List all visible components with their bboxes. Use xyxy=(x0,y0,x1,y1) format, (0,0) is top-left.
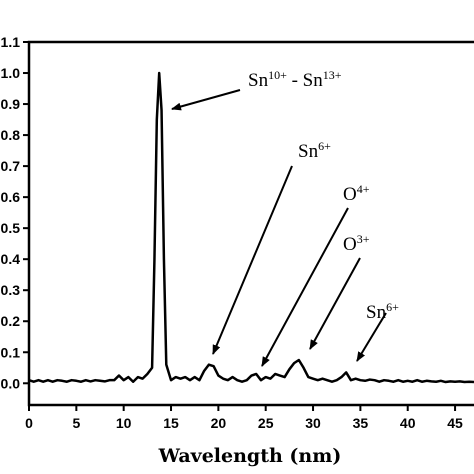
data-line xyxy=(28,71,474,384)
annotation-text: Sn xyxy=(248,70,269,91)
y-tick-label: 0.7 xyxy=(1,158,21,174)
annotation-text: Sn xyxy=(366,302,387,323)
x-tick-label: 10 xyxy=(116,415,132,431)
x-tick-label: 5 xyxy=(72,415,80,431)
annotation: O4+ xyxy=(343,182,370,205)
annotation-text: Sn xyxy=(298,141,319,162)
x-tick-label: 0 xyxy=(25,415,33,431)
annotation: Sn6+ xyxy=(366,300,399,323)
x-tick-label: 35 xyxy=(353,415,369,431)
x-axis-title: Wavelength (nm) xyxy=(158,445,342,467)
annotation-text: O xyxy=(343,234,357,255)
y-tick-label: 0.2 xyxy=(1,313,21,329)
annotation: Sn10+ - Sn13+ xyxy=(248,68,342,91)
y-tick-label: 0.8 xyxy=(1,127,21,143)
annotation: Sn6+ xyxy=(298,139,331,162)
y-tick-label: 1.1 xyxy=(1,34,21,50)
y-tick-label: 1.0 xyxy=(1,65,21,81)
x-tick-label: 20 xyxy=(211,415,227,431)
annotation-sup: 3+ xyxy=(357,232,370,246)
y-tick-label: 0.3 xyxy=(1,282,21,298)
annotation-sup: 10+ xyxy=(268,68,287,82)
annotation-text: - Sn xyxy=(287,70,323,91)
annotation: O3+ xyxy=(343,232,370,255)
plot-frame xyxy=(27,40,474,407)
annotation-sup: 6+ xyxy=(386,300,399,314)
annotation-arrow xyxy=(309,257,361,350)
annotation-arrow xyxy=(171,89,241,111)
annotation-arrow xyxy=(212,165,293,355)
x-tick-label: 45 xyxy=(447,415,463,431)
annotation-sup: 13+ xyxy=(323,68,342,82)
x-tick-label: 30 xyxy=(305,415,321,431)
y-tick-label: 0.9 xyxy=(1,96,21,112)
annotation-arrow xyxy=(261,207,349,367)
y-tick-label: 0.4 xyxy=(1,251,21,267)
annotation-sup: 6+ xyxy=(318,139,331,153)
x-tick-label: 40 xyxy=(400,415,416,431)
y-tick-label: 0.5 xyxy=(1,220,21,236)
annotation-text: O xyxy=(343,184,357,205)
y-tick-label: 0.0 xyxy=(1,375,21,391)
y-tick-label: 0.1 xyxy=(1,344,21,360)
annotation-arrow xyxy=(356,312,387,362)
x-tick-label: 25 xyxy=(258,415,274,431)
x-tick-label: 15 xyxy=(163,415,179,431)
y-tick-label: 0.6 xyxy=(1,189,21,205)
annotation-sup: 4+ xyxy=(357,182,370,196)
